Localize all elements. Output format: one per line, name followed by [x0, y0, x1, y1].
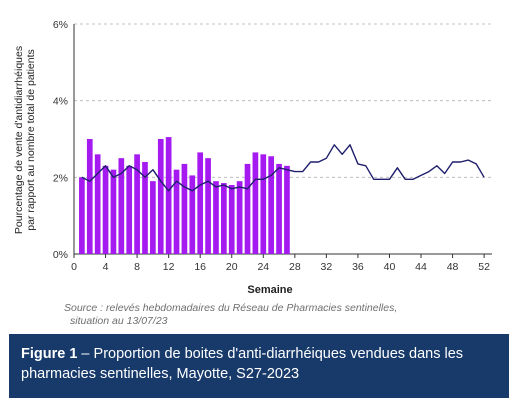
bar	[252, 152, 259, 254]
x-tick-label: 52	[478, 261, 490, 273]
bar	[126, 165, 133, 254]
y-tick-label: 2%	[53, 172, 68, 184]
bar	[276, 163, 282, 254]
bar	[181, 163, 188, 254]
bar	[268, 156, 275, 254]
bar	[86, 139, 93, 254]
bar	[260, 154, 267, 254]
x-tick-label: 24	[257, 261, 269, 273]
x-tick-label: 4	[103, 261, 109, 273]
bar	[142, 162, 148, 254]
x-tick-label: 40	[384, 261, 396, 273]
bar	[94, 154, 101, 254]
bar	[236, 181, 243, 254]
bar	[173, 169, 180, 254]
x-axis-label: Semaine	[247, 284, 292, 296]
y-axis-label: Pourcentage de vente d'antidiarrhéiques …	[13, 46, 37, 234]
x-tick-label: 16	[194, 261, 206, 273]
y-tick-label: 4%	[53, 96, 68, 108]
bar	[165, 137, 172, 254]
bar-series	[79, 137, 290, 254]
bar	[228, 185, 235, 254]
x-tick-label: 32	[321, 261, 333, 273]
figure-caption: Figure 1 – Proportion de boites d'anti-d…	[9, 334, 509, 398]
x-tick-label: 36	[352, 261, 364, 273]
bar	[244, 163, 251, 254]
bar	[150, 181, 156, 254]
x-tick-label: 44	[415, 261, 427, 273]
caption-text: – Proportion de boites d'anti-diarrhéiqu…	[21, 346, 464, 382]
line-series-path	[81, 144, 485, 192]
chart: 0%2%4%6%0 4 8 12 16 20 24 28 32 36 40 44 48 52 Semain…	[13, 19, 492, 296]
caption-label: Figure 1	[21, 346, 78, 362]
bar	[118, 158, 125, 254]
line-series	[81, 144, 485, 192]
x-tick-label: 0	[71, 261, 77, 273]
x-tick-label: 8	[134, 261, 140, 273]
source-line-2: situation au 13/07/23	[70, 315, 168, 327]
bar	[110, 169, 117, 254]
bar	[134, 154, 140, 254]
bar	[79, 177, 85, 254]
bar	[197, 152, 204, 254]
x-tick-label: 12	[163, 261, 175, 273]
source-line-1: Source : relevés hebdomadaires du Réseau…	[64, 302, 398, 314]
x-tick-label: 48	[447, 261, 459, 273]
x-tick-label: 28	[289, 261, 301, 273]
y-axis-label-line-2: par rapport au nombre total de patients	[25, 49, 37, 231]
y-tick-label: 6%	[53, 19, 68, 31]
bar	[205, 158, 211, 254]
source-note: Source : relevés hebdomadaires du Réseau…	[64, 302, 504, 328]
bar	[284, 165, 290, 254]
x-tick-label: 20	[226, 261, 238, 273]
y-tick-label: 0%	[53, 249, 68, 261]
bar	[157, 139, 164, 254]
bar	[102, 165, 109, 254]
tick-labels: 0%2%4%6%0 4 8 12 16 20 24 28 32 36 40 44 48 52	[53, 19, 490, 273]
bar	[189, 175, 196, 254]
bar	[213, 181, 219, 254]
bar	[221, 183, 227, 254]
y-axis-label-line-1: Pourcentage de vente d'antidiarrhéiques	[13, 46, 25, 234]
